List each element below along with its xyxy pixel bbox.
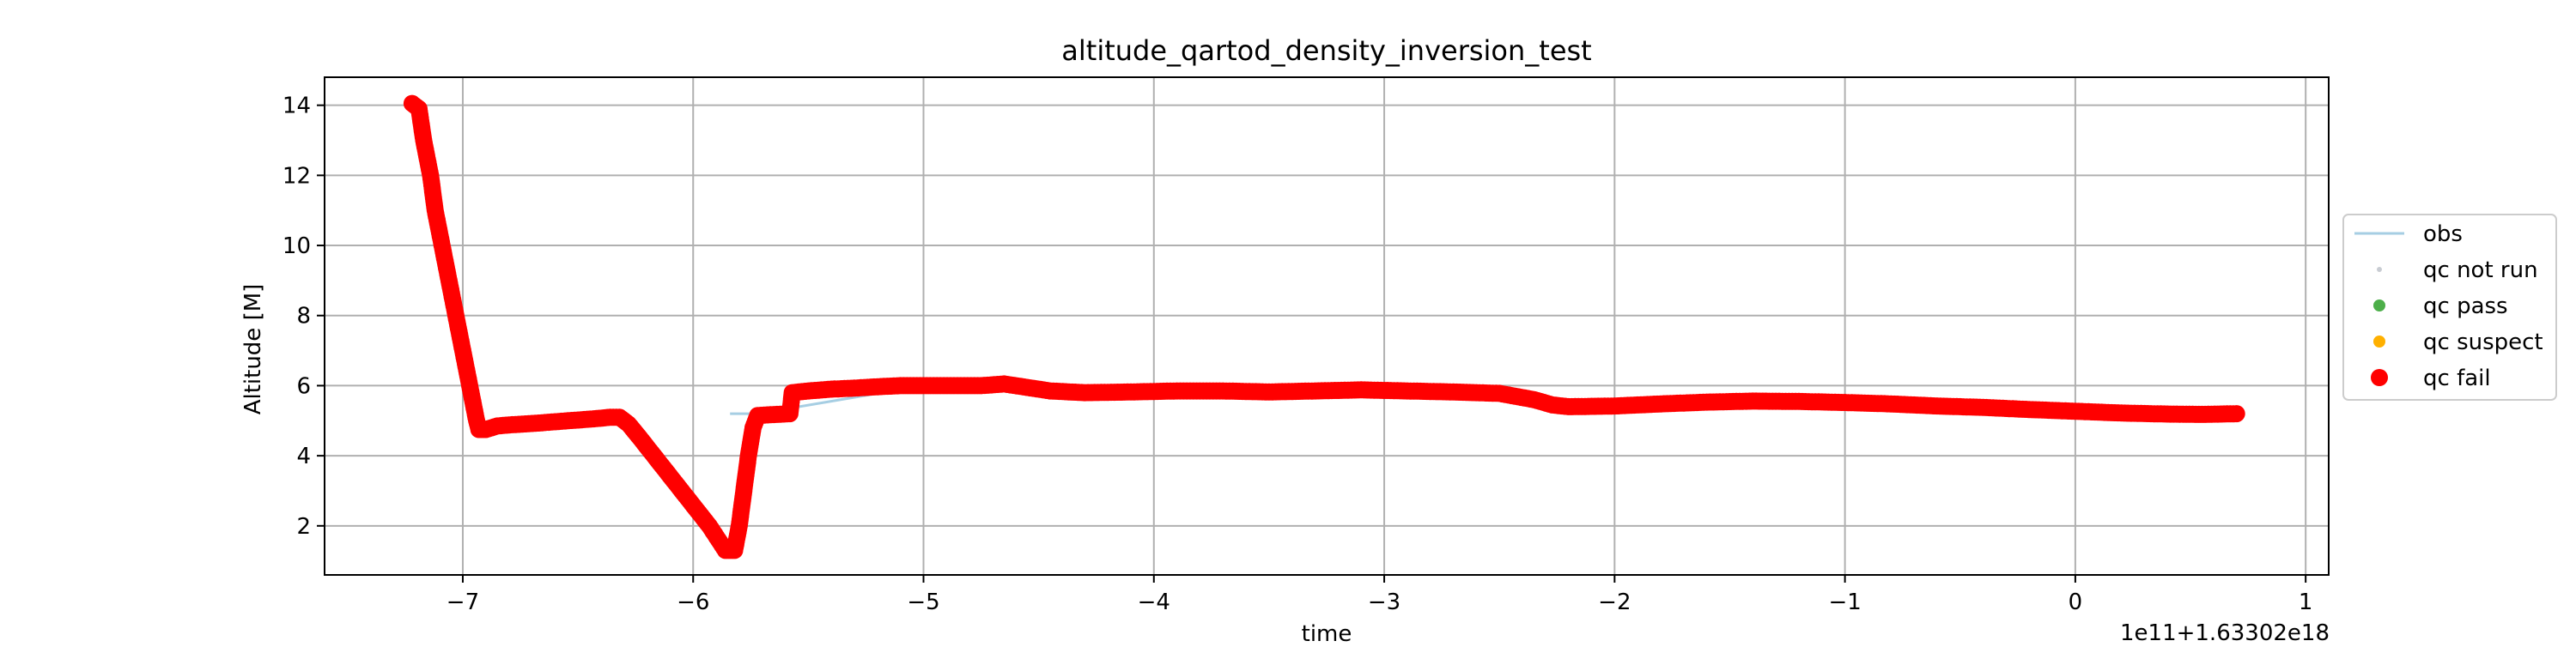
x-tick-label: 0 [2069,590,2083,615]
legend-dot-marker [2371,369,2388,386]
y-axis-ticks: 2 4 6 8 10 12 14 [283,94,325,540]
y-tick-label: 4 [296,444,311,469]
x-tick-label: −1 [1828,590,1861,615]
y-tick-label: 14 [283,94,311,119]
legend-entry-obs: obs [2354,221,2463,247]
y-tick-label: 2 [296,514,311,540]
legend-entry-qc-fail: qc fail [2371,366,2491,391]
y-tick-label: 10 [283,233,311,259]
legend-box [2342,214,2557,401]
y-tick-label: 8 [296,304,311,330]
y-tick-label: 6 [296,373,311,399]
legend-dot-marker [2373,336,2385,348]
x-axis-offset-label: 1e11+1.63302e18 [2120,620,2330,644]
legend-label: obs [2423,221,2463,247]
legend-items: obs qc not run qc pass qc suspect qc fail [2354,221,2543,391]
legend-label: qc fail [2423,366,2491,391]
y-axis-label: Altitude [M] [240,284,266,415]
chart-title: altitude_qartod_density_inversion_test [1061,34,1591,67]
legend-dot-marker [2377,267,2382,272]
x-tick-label: −3 [1368,590,1400,615]
qc-fail-point [2227,405,2245,423]
qc-fail-points [403,94,2245,559]
x-tick-label: −6 [677,590,709,615]
legend-label: qc pass [2423,293,2508,319]
x-axis-ticks: −7 −6 −5 −4 −3 −2 −1 0 1 [447,575,2313,615]
x-tick-label: −2 [1598,590,1631,615]
legend-label: qc suspect [2423,330,2543,355]
plot-area-frame [324,76,2330,576]
x-tick-label: 1 [2299,590,2313,615]
legend-entry-qc-not-run: qc not run [2377,257,2538,283]
legend-dot-marker [2373,299,2385,311]
qc-fail-series [403,94,2245,559]
legend-entry-qc-pass: qc pass [2373,293,2508,319]
x-tick-label: −4 [1138,590,1170,615]
y-tick-label: 12 [283,163,311,189]
x-tick-label: −5 [907,590,939,615]
grid-lines [325,77,2329,575]
legend: obs qc not run qc pass qc suspect qc fail [2342,214,2557,401]
legend-entry-qc-suspect: qc suspect [2373,330,2543,355]
legend-label: qc not run [2423,257,2538,283]
x-axis-label: time [1302,621,1352,644]
x-tick-label: −7 [447,590,479,615]
